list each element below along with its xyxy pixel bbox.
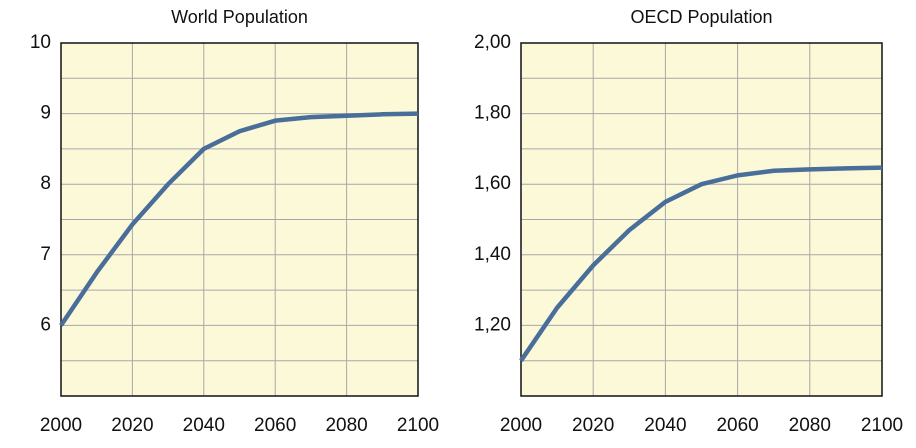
- x-tick-label: 2100: [397, 415, 439, 436]
- y-tick-label: 6: [40, 314, 51, 335]
- data-line: [519, 165, 883, 362]
- y-tick-label: 9: [40, 103, 51, 124]
- y-tick-label: 2,00: [474, 32, 511, 53]
- x-tick-label: 2020: [572, 415, 614, 436]
- plot-frame: [60, 42, 419, 397]
- x-tick-label: 2080: [789, 415, 831, 436]
- y-tick-label: 1,80: [474, 103, 511, 124]
- x-tick-label: 2040: [644, 415, 686, 436]
- y-tick-label: 7: [40, 244, 51, 265]
- x-tick-label: 2020: [111, 415, 153, 436]
- y-tick-label: 1,60: [474, 173, 511, 194]
- plot-frame: [520, 42, 883, 397]
- x-tick-label: 2000: [500, 415, 542, 436]
- data-line: [59, 111, 419, 327]
- chart-title: OECD Population: [630, 7, 772, 27]
- x-tick-label: 2100: [861, 415, 903, 436]
- x-tick-label: 2040: [183, 415, 225, 436]
- chart-title: World Population: [171, 7, 308, 27]
- y-tick-label: 1,20: [474, 314, 511, 335]
- y-tick-label: 10: [30, 32, 51, 53]
- x-tick-label: 2000: [40, 415, 82, 436]
- x-tick-label: 2060: [254, 415, 296, 436]
- x-tick-label: 2060: [716, 415, 758, 436]
- y-tick-label: 1,40: [474, 244, 511, 265]
- y-tick-label: 8: [40, 173, 51, 194]
- x-tick-label: 2080: [325, 415, 367, 436]
